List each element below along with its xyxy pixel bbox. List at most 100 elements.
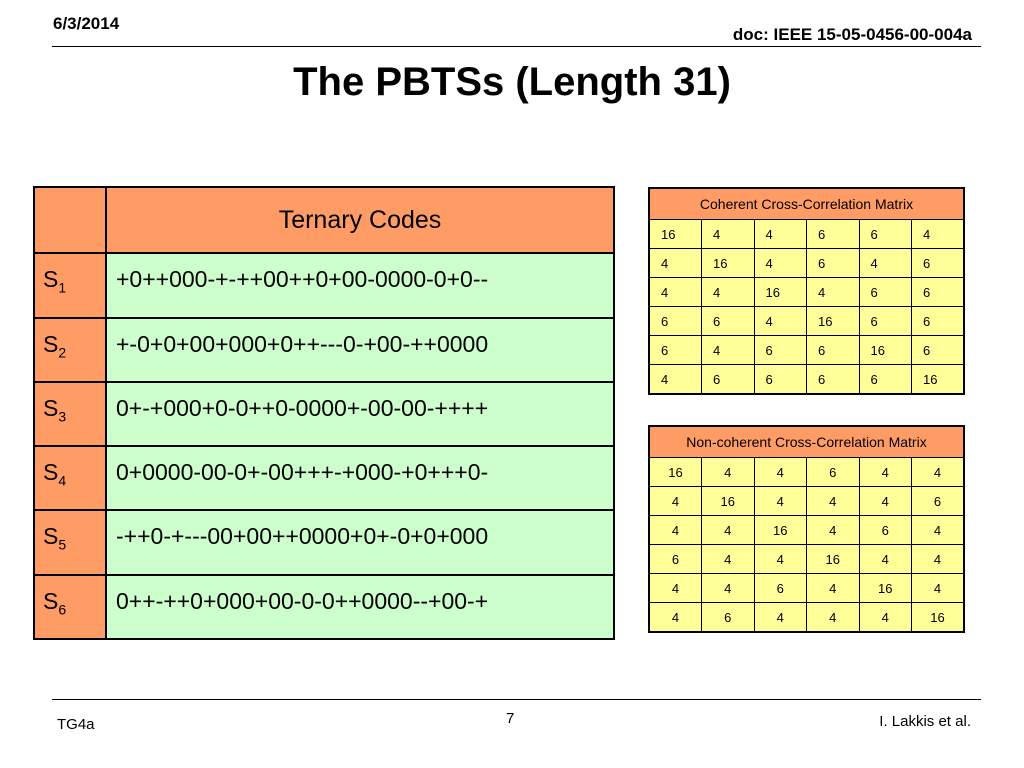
coherent-correlation-matrix: Coherent Cross-Correlation Matrix 16 4 4 6 6…	[648, 187, 965, 395]
coherent-matrix-cell: 16	[911, 364, 965, 395]
coherent-matrix-cell: 4	[648, 248, 702, 278]
coherent-matrix-cell: 4	[753, 306, 807, 336]
noncoherent-matrix-cell: 6	[648, 544, 702, 574]
noncoherent-matrix-cell: 4	[911, 573, 965, 603]
coherent-matrix-cell: 4	[701, 335, 755, 365]
noncoherent-matrix-cell: 4	[753, 602, 807, 633]
noncoherent-matrix-cell: 4	[753, 544, 807, 574]
noncoherent-matrix-cell: 16	[806, 544, 860, 574]
noncoherent-matrix-cell: 4	[701, 544, 755, 574]
coherent-matrix-row: 4 16 4 6 4 6	[648, 248, 965, 278]
noncoherent-matrix-cell: 4	[806, 573, 860, 603]
coherent-matrix-cell: 4	[648, 277, 702, 307]
noncoherent-matrix-cell: 16	[648, 457, 702, 487]
sequence-label: S3	[33, 380, 107, 448]
coherent-matrix-cell: 4	[753, 248, 807, 278]
coherent-matrix-row: 4 4 16 4 6 6	[648, 277, 965, 307]
coherent-matrix-cell: 6	[911, 277, 965, 307]
sequence-letter: S	[43, 394, 59, 421]
noncoherent-matrix-cell: 6	[806, 457, 860, 487]
code-row: S3 0+-+000+0-0++0-0000+-00-00-++++	[33, 380, 615, 448]
code-row: S4 0+0000-00-0+-00+++-+000-+0+++0-	[33, 445, 615, 512]
noncoherent-matrix-cell: 4	[911, 544, 965, 574]
coherent-matrix-cell: 6	[858, 277, 912, 307]
noncoherent-matrix-row: 16 4 4 6 4 4	[648, 457, 965, 487]
coherent-matrix-row: 16 4 4 6 6 4	[648, 219, 965, 249]
noncoherent-matrix-cell: 4	[858, 544, 912, 574]
code-row: S5 -++0-+---00+00++0000+0+-0+0+000	[33, 509, 615, 576]
coherent-matrix-cell: 4	[753, 219, 807, 249]
page-number: 7	[506, 710, 515, 727]
sequence-letter: S	[43, 523, 59, 550]
sequence-label: S5	[33, 509, 107, 576]
noncoherent-matrix-cell: 4	[648, 573, 702, 603]
sequence-label: S4	[33, 445, 107, 512]
noncoherent-matrix-cell: 6	[753, 573, 807, 603]
coherent-matrix-cell: 4	[648, 364, 702, 395]
header-doc-id: doc: IEEE 15-05-0456-00-004a	[732, 25, 972, 44]
noncoherent-matrix-row: 4 4 16 4 6 4	[648, 515, 965, 545]
sequence-letter: S	[43, 266, 59, 293]
coherent-matrix-cell: 6	[911, 248, 965, 278]
noncoherent-matrix-row: 4 16 4 4 4 6	[648, 486, 965, 516]
noncoherent-matrix-cell: 4	[701, 515, 755, 545]
noncoherent-matrix-cell: 4	[701, 457, 755, 487]
sequence-letter: S	[43, 587, 59, 614]
noncoherent-matrix-row: 4 4 6 4 16 4	[648, 573, 965, 603]
noncoherent-matrix-cell: 4	[806, 515, 860, 545]
noncoherent-matrix-cell: 16	[911, 602, 965, 633]
footer-authors: I. Lakkis et al.	[879, 713, 971, 730]
sequence-index: 4	[58, 472, 67, 489]
codes-header-label: Ternary Codes	[105, 185, 615, 255]
coherent-matrix-cell: 6	[753, 364, 807, 395]
noncoherent-matrix-cell: 6	[858, 515, 912, 545]
ternary-code-value: +-0+0+00+000+0++---0-+00-++0000	[105, 316, 615, 383]
sequence-label: S1	[33, 252, 107, 319]
coherent-matrix-cell: 6	[806, 335, 860, 365]
coherent-matrix-cell: 4	[858, 248, 912, 278]
coherent-matrix-cell: 6	[858, 364, 912, 395]
coherent-matrix-cell: 6	[911, 306, 965, 336]
noncoherent-matrix-cell: 4	[806, 486, 860, 516]
coherent-matrix-cell: 16	[648, 219, 702, 249]
noncoherent-matrix-cell: 16	[701, 486, 755, 516]
coherent-matrix-cell: 4	[806, 277, 860, 307]
ternary-code-value: +0++000-+-++00++0+00-0000-0+0--	[105, 252, 615, 319]
sequence-letter: S	[43, 330, 59, 357]
noncoherent-matrix-cell: 4	[911, 515, 965, 545]
sequence-index: 2	[58, 344, 67, 361]
codes-header-corner	[33, 185, 107, 255]
noncoherent-matrix-cell: 4	[648, 602, 702, 633]
coherent-matrix-cell: 16	[806, 306, 860, 336]
sequence-index: 5	[58, 537, 67, 553]
noncoherent-matrix-cell: 16	[858, 573, 912, 603]
coherent-matrix-caption: Coherent Cross-Correlation Matrix	[648, 187, 965, 220]
sequence-index: 1	[58, 279, 67, 296]
coherent-matrix-cell: 6	[858, 306, 912, 336]
header-divider	[52, 46, 981, 47]
sequence-label: S6	[33, 573, 107, 641]
noncoherent-matrix-cell: 6	[701, 602, 755, 633]
sequence-label: S2	[33, 316, 107, 383]
noncoherent-matrix-cell: 4	[806, 602, 860, 633]
coherent-matrix-cell: 16	[701, 248, 755, 278]
coherent-matrix-cell: 4	[701, 219, 755, 249]
coherent-matrix-cell: 6	[911, 335, 965, 365]
noncoherent-matrix-cell: 4	[648, 486, 702, 516]
noncoherent-matrix-cell: 4	[858, 486, 912, 516]
code-row: S1 +0++000-+-++00++0+00-0000-0+0--	[33, 252, 615, 319]
noncoherent-matrix-row: 6 4 4 16 4 4	[648, 544, 965, 574]
sequence-letter: S	[43, 459, 59, 486]
footer-group: TG4a	[57, 716, 95, 733]
noncoherent-matrix-cell: 4	[753, 457, 807, 487]
sequence-index: 3	[58, 408, 67, 425]
coherent-matrix-cell: 4	[911, 219, 965, 249]
ternary-code-value: 0+0000-00-0+-00+++-+000-+0+++0-	[105, 445, 615, 512]
noncoherent-matrix-cell: 4	[911, 457, 965, 487]
codes-header-row: Ternary Codes	[33, 185, 615, 255]
coherent-matrix-cell: 6	[858, 219, 912, 249]
coherent-matrix-cell: 16	[858, 335, 912, 365]
noncoherent-matrix-caption: Non-coherent Cross-Correlation Matrix	[648, 425, 965, 458]
coherent-matrix-cell: 6	[648, 335, 702, 365]
noncoherent-matrix-cell: 4	[648, 515, 702, 545]
